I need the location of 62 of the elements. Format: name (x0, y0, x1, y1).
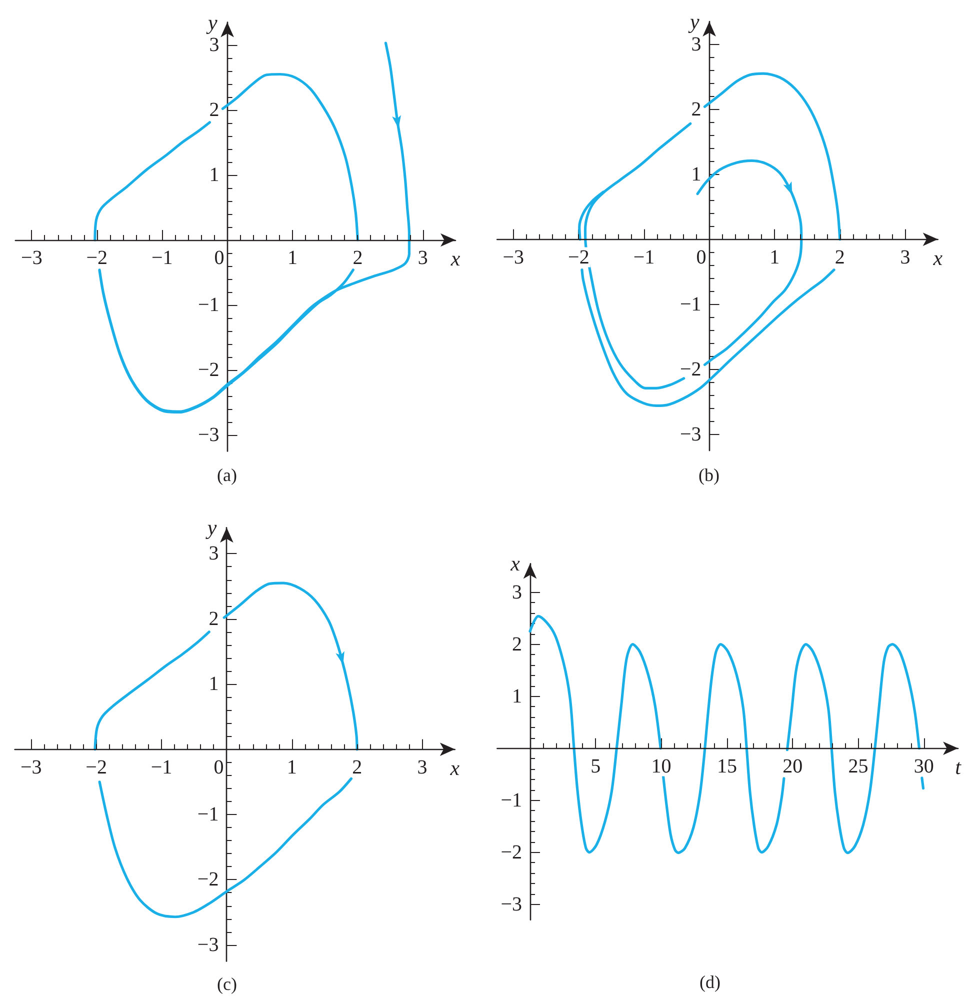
text: (b) (698, 465, 720, 486)
x-tick-label: 0 (214, 756, 224, 778)
x-tick-label: 20 (782, 755, 803, 778)
y-tick-label: −1 (500, 789, 522, 812)
text: (d) (700, 972, 720, 993)
x-tick-label: 0 (696, 246, 706, 268)
x-tick-label: 30 (914, 755, 934, 778)
y-tick-label: −1 (198, 294, 220, 316)
x-tick-label: 10 (651, 755, 672, 778)
y-tick-label: 2 (512, 633, 522, 656)
y-tick-label: 1 (208, 673, 219, 696)
y-tick-label: 2 (691, 98, 702, 120)
x-axis-title: x (450, 246, 461, 270)
x-tick-label: 3 (417, 756, 428, 778)
x-tick-label: 15 (716, 755, 737, 778)
x-axis-title: x (449, 756, 460, 780)
y-tick-label: −3 (198, 424, 220, 446)
y-axis-title: x (510, 552, 521, 576)
y-tick-label: 1 (512, 685, 522, 708)
x-tick-label: 1 (288, 247, 298, 269)
x-tick-label: −1 (151, 247, 173, 269)
text: (a) (217, 465, 237, 486)
y-tick-label: −1 (197, 804, 219, 826)
x-tick-label: 5 (590, 755, 601, 778)
x-tick-label: 3 (900, 246, 910, 268)
y-tick-label: 3 (512, 581, 522, 604)
y-tick-label: 2 (208, 608, 219, 630)
y-tick-label: −2 (197, 868, 219, 891)
x-tick-label: −2 (568, 246, 590, 268)
y-tick-label: −3 (680, 423, 702, 446)
x-tick-label: 2 (834, 246, 845, 268)
x-tick-label: 0 (214, 247, 224, 269)
x-tick-label: −1 (150, 756, 172, 778)
x-tick-label: −1 (633, 246, 655, 268)
x-tick-label: −2 (86, 756, 107, 778)
x-tick-label: −3 (21, 247, 42, 269)
x-tick-label: 25 (848, 755, 868, 778)
y-tick-label: 1 (691, 163, 702, 186)
x-tick-label: 3 (418, 247, 428, 269)
y-tick-label: 3 (208, 542, 219, 565)
x-tick-label: 1 (286, 756, 297, 778)
y-axis-title: y (688, 10, 700, 34)
y-tick-label: −2 (680, 358, 702, 380)
y-tick-label: 1 (209, 164, 220, 186)
y-tick-label: 2 (209, 99, 220, 121)
x-tick-label: −3 (20, 756, 42, 778)
x-tick-label: 2 (352, 756, 362, 778)
text: (c) (217, 974, 237, 995)
x-axis-title: x (932, 246, 944, 270)
y-axis-title: y (206, 10, 218, 34)
x-axis-title: t (955, 754, 962, 779)
y-tick-label: −1 (680, 293, 702, 316)
y-tick-label: −3 (197, 934, 219, 956)
x-tick-label: 2 (352, 247, 363, 269)
y-tick-label: −2 (500, 841, 522, 864)
y-axis-title: y (205, 516, 218, 540)
x-tick-label: −2 (86, 247, 108, 269)
y-tick-label: −2 (198, 359, 220, 381)
y-tick-label: 3 (691, 33, 702, 56)
x-tick-label: 1 (770, 246, 780, 268)
y-tick-label: 3 (209, 34, 220, 56)
y-tick-label: −3 (500, 893, 522, 916)
